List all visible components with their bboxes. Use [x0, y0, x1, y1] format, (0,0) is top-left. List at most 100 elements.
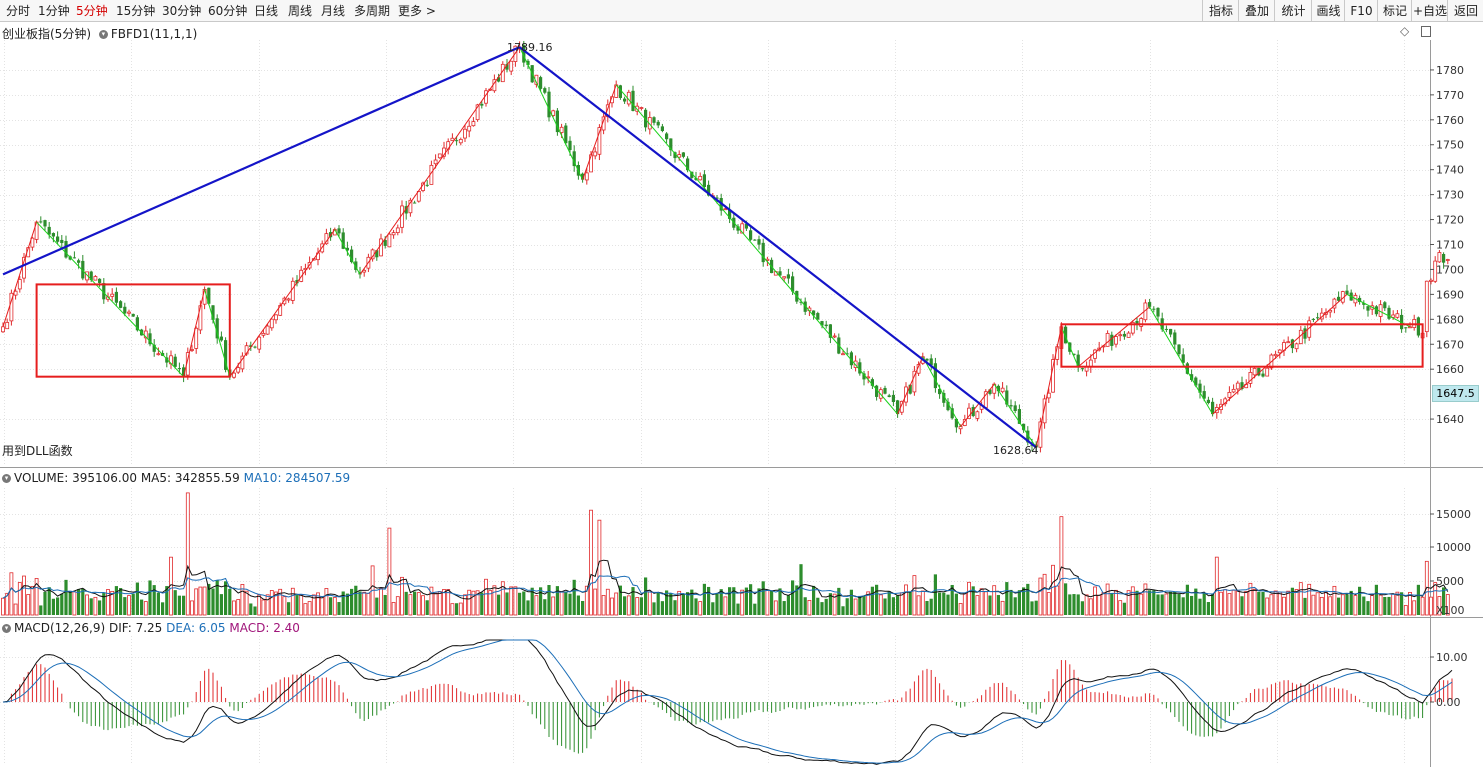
tool-button[interactable]: F10 [1344, 0, 1378, 22]
candle-body [194, 327, 199, 349]
volume-bar [1139, 593, 1144, 616]
candle-body [1135, 320, 1139, 325]
volume-bar [1022, 587, 1026, 615]
period-tab[interactable]: 更多 > [398, 4, 436, 18]
tool-button[interactable]: 标记 [1377, 0, 1412, 22]
volume-bar [601, 595, 606, 616]
volume-bar [786, 595, 790, 615]
candle-body [929, 358, 933, 366]
candle-body [933, 363, 937, 389]
volume-bar [686, 592, 690, 615]
candle-body [1194, 377, 1198, 386]
candle-body [1265, 367, 1270, 377]
candle-body [522, 45, 526, 63]
macd-toggle-icon[interactable]: ▾ [2, 624, 11, 633]
tool-button[interactable]: 指标 [1202, 0, 1239, 22]
volume-bar [471, 590, 476, 616]
period-tab[interactable]: 15分钟 [116, 4, 156, 18]
volume-bar [1068, 594, 1072, 615]
period-tab[interactable]: 分时 [6, 4, 31, 18]
volume-bar [723, 596, 728, 616]
volume-bar [51, 598, 55, 615]
volume-bar [165, 586, 169, 615]
volume-bar [942, 592, 946, 615]
volume-toggle-icon[interactable]: ▾ [2, 474, 11, 483]
volume-bar [1110, 592, 1114, 615]
period-tab[interactable]: 周线 [288, 4, 313, 18]
candle-body [1231, 388, 1236, 393]
volume-bar [1400, 592, 1404, 615]
volume-bar [778, 588, 782, 615]
candle-body [232, 372, 236, 378]
volume-bar [1244, 591, 1249, 616]
candle-body [1442, 254, 1446, 263]
low-price-label: 1628.64 [993, 444, 1039, 457]
candle-body [1051, 359, 1055, 393]
tool-button[interactable]: +自选 [1411, 0, 1448, 22]
zigzag-segment [897, 356, 924, 415]
candle-body [870, 379, 874, 386]
volume-bar [500, 581, 505, 616]
candle-body [341, 232, 345, 249]
tool-button[interactable]: 画线 [1311, 0, 1345, 22]
volume-bar [1190, 595, 1194, 615]
period-tab[interactable]: 日线 [254, 4, 279, 18]
volume-bar [34, 578, 39, 616]
candle-body [656, 121, 660, 126]
volume-bar [1387, 596, 1391, 615]
volume-bar [555, 586, 559, 615]
indicator-toggle-icon[interactable]: ▾ [98, 30, 108, 39]
macd-tick-label: 0.00 [1436, 696, 1461, 709]
volume-bar [404, 591, 408, 615]
tool-button[interactable]: 叠加 [1238, 0, 1275, 22]
candle-body [1294, 343, 1299, 350]
toolbar: 分时 1分钟 5分钟 15分钟 30分钟 60分钟 日线 周线 月线 多周期 更多 > 指标 叠加 统计画… [0, 0, 1483, 22]
candle-body [1064, 326, 1068, 344]
volume-bar [812, 585, 816, 615]
volume-bar [299, 594, 304, 616]
volume-bar [660, 601, 664, 615]
candle-body [1206, 399, 1210, 404]
volume-bar [215, 580, 219, 615]
candle-body [812, 310, 816, 316]
period-tab[interactable]: 60分钟 [208, 4, 248, 18]
volume-bar [1122, 602, 1126, 615]
candle-body [123, 306, 127, 314]
volume-bar [400, 576, 404, 616]
period-tab[interactable]: 多周期 [354, 4, 391, 18]
candle-body [816, 313, 820, 320]
period-tab[interactable]: 月线 [321, 4, 346, 18]
volume-bar [593, 588, 598, 616]
candle-body [1042, 398, 1047, 424]
tool-button[interactable]: 统计 [1274, 0, 1312, 22]
candle-body [702, 174, 706, 188]
volume-bar [971, 586, 975, 615]
candle-body [564, 125, 568, 144]
candle-body [1235, 382, 1240, 390]
candle-body [249, 345, 253, 347]
panel-toggle-icon[interactable] [1421, 26, 1432, 37]
candle-body [925, 358, 929, 361]
candle-body [337, 228, 341, 234]
period-tab[interactable]: 30分钟 [162, 4, 202, 18]
y-tick-label: 1640 [1436, 413, 1464, 426]
tool-button[interactable]: 返回 [1447, 0, 1483, 22]
diamond-icon[interactable]: ◇ [1400, 24, 1410, 38]
candle-body [799, 301, 803, 303]
candle-body [1, 326, 5, 333]
candle-body [845, 353, 849, 355]
period-tab[interactable]: 1分钟 [38, 4, 70, 18]
volume-bar [702, 583, 706, 615]
period-tab[interactable]: 5分钟 [76, 4, 108, 18]
candle-body [1366, 306, 1370, 311]
candle-body [526, 60, 530, 65]
volume-bar [875, 584, 879, 615]
candle-body [707, 184, 711, 196]
volume-bar [719, 589, 723, 615]
volume-bar [152, 585, 156, 615]
volume-bar [518, 592, 522, 615]
volume-bar [979, 588, 984, 616]
candle-body [182, 367, 186, 377]
volume-bar [698, 601, 703, 616]
volume-bar [694, 598, 698, 615]
